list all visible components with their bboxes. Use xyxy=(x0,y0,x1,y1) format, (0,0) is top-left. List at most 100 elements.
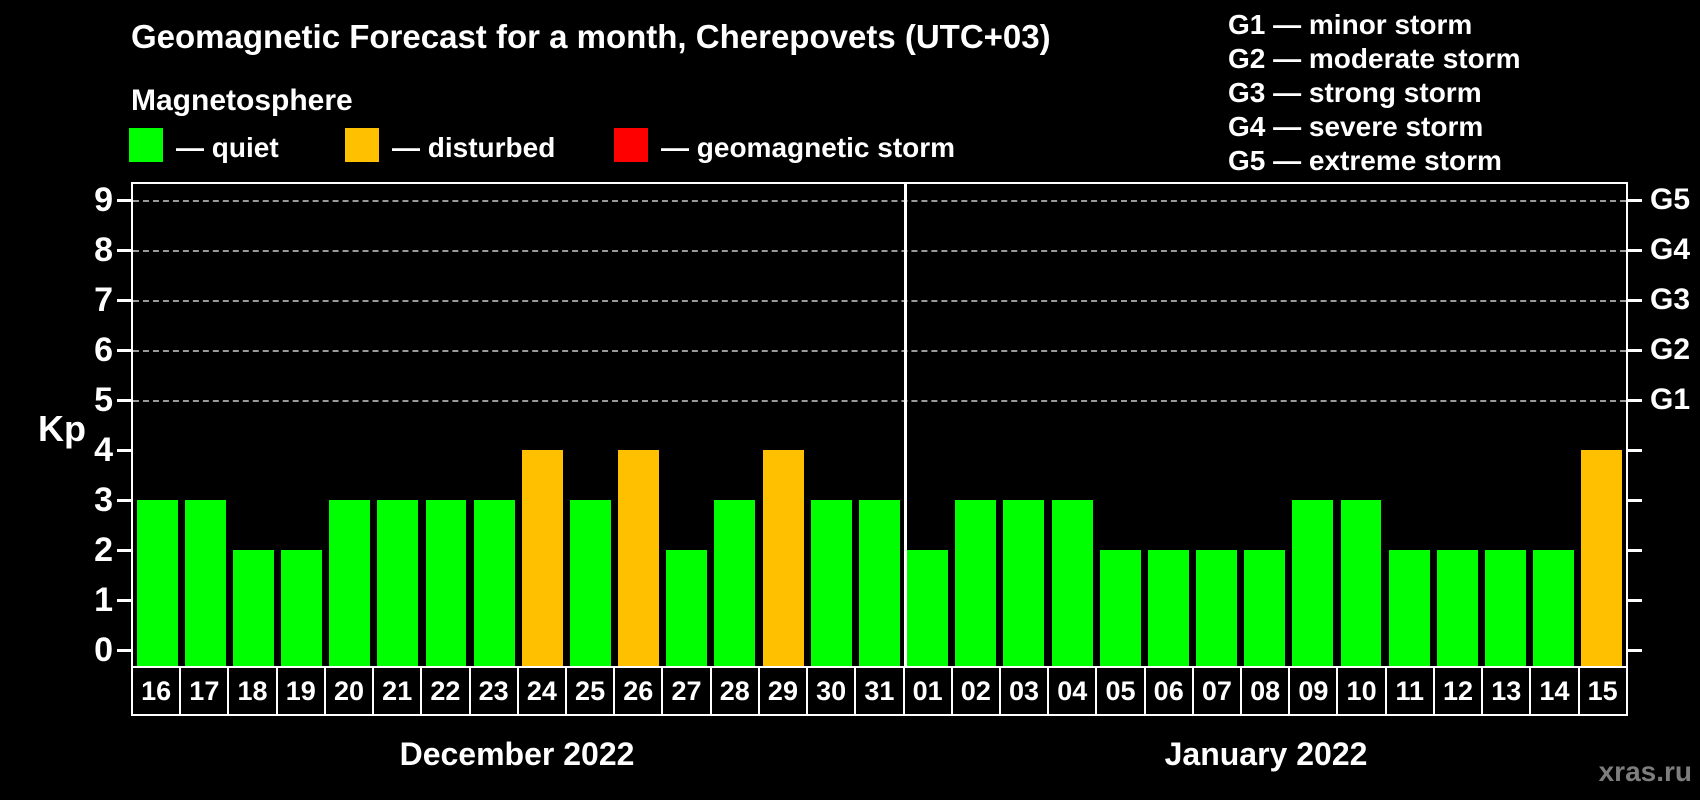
bar-dec-28-kp3 xyxy=(714,500,756,666)
y-tick-label-2: 2 xyxy=(94,531,113,569)
day-label-jan-09: 09 xyxy=(1290,668,1339,714)
g-legend-line-g4: G4 — severe storm xyxy=(1228,111,1484,142)
bar-slot-jan-13 xyxy=(1481,184,1529,666)
bar-slot-jan-08 xyxy=(1241,184,1289,666)
bar-slot-dec-19 xyxy=(277,184,325,666)
bar-slot-dec-26 xyxy=(615,184,663,666)
bar-slot-dec-21 xyxy=(374,184,422,666)
month-label-january: January 2022 xyxy=(1164,736,1368,772)
bar-slot-jan-15 xyxy=(1578,184,1626,666)
gridline-kp6 xyxy=(133,350,1626,352)
bar-slot-dec-29 xyxy=(759,184,807,666)
day-label-dec-25: 25 xyxy=(567,668,616,714)
bar-jan-12-kp2 xyxy=(1436,550,1478,666)
bar-slot-dec-31 xyxy=(855,184,903,666)
day-label-jan-02: 02 xyxy=(953,668,1001,714)
bar-dec-25-kp3 xyxy=(570,500,611,666)
day-label-jan-08: 08 xyxy=(1242,668,1291,714)
legend-swatch-quiet xyxy=(129,128,163,162)
day-label-jan-10: 10 xyxy=(1338,668,1387,714)
legend-label-disturbed: — disturbed xyxy=(392,132,556,163)
bar-slot-dec-24 xyxy=(518,184,566,666)
y-tick-label-8: 8 xyxy=(94,231,113,269)
bar-dec-20-kp3 xyxy=(329,500,371,666)
bar-dec-16-kp3 xyxy=(136,500,178,666)
bar-slot-dec-25 xyxy=(566,184,614,666)
right-tick-8 xyxy=(1628,249,1642,252)
left-tick-7 xyxy=(117,299,131,302)
right-tick-1 xyxy=(1628,599,1642,602)
bar-slot-jan-12 xyxy=(1433,184,1481,666)
right-axis-label-g5: G5 xyxy=(1650,183,1691,216)
right-tick-7 xyxy=(1628,299,1642,302)
gridline-kp8 xyxy=(133,250,1626,252)
day-label-dec-29: 29 xyxy=(760,668,809,714)
right-axis-label-g1: G1 xyxy=(1650,383,1691,416)
day-label-dec-28: 28 xyxy=(712,668,760,714)
day-label-jan-07: 07 xyxy=(1194,668,1243,714)
y-tick-label-9: 9 xyxy=(94,181,113,219)
bar-slot-jan-05 xyxy=(1096,184,1144,666)
plot-area xyxy=(131,182,1628,668)
bar-dec-27-kp2 xyxy=(666,550,708,666)
bar-jan-14-kp2 xyxy=(1533,550,1575,666)
bar-jan-13-kp2 xyxy=(1484,550,1526,666)
legend-swatch-disturbed xyxy=(345,128,379,162)
y-tick-label-3: 3 xyxy=(94,481,113,519)
bar-dec-21-kp3 xyxy=(377,500,419,666)
bar-slot-dec-18 xyxy=(229,184,277,666)
bar-slot-jan-02 xyxy=(952,184,1000,666)
bar-jan-03-kp3 xyxy=(1003,500,1045,666)
g-legend-line-g2: G2 — moderate storm xyxy=(1228,43,1521,74)
bar-dec-31-kp3 xyxy=(858,500,900,666)
bar-slot-dec-28 xyxy=(711,184,759,666)
bar-jan-15-kp4 xyxy=(1581,450,1623,666)
day-label-dec-19: 19 xyxy=(278,668,326,714)
bar-jan-08-kp2 xyxy=(1244,550,1286,666)
bar-dec-30-kp3 xyxy=(810,500,852,666)
legend-label-quiet: — quiet xyxy=(176,132,279,163)
right-axis-label-g2: G2 xyxy=(1650,333,1691,366)
month-label-december: December 2022 xyxy=(399,736,635,772)
day-label-dec-17: 17 xyxy=(181,668,230,714)
right-tick-2 xyxy=(1628,549,1642,552)
right-tick-6 xyxy=(1628,349,1642,352)
watermark: xras.ru xyxy=(1598,756,1692,787)
right-axis-label-g3: G3 xyxy=(1650,283,1691,316)
y-tick-label-0: 0 xyxy=(94,631,113,669)
day-label-dec-21: 21 xyxy=(374,668,423,714)
day-label-jan-13: 13 xyxy=(1483,668,1532,714)
g-legend-line-g3: G3 — strong storm xyxy=(1228,77,1482,108)
bar-slot-dec-27 xyxy=(663,184,711,666)
left-tick-0 xyxy=(117,649,131,652)
y-tick-label-6: 6 xyxy=(94,331,113,369)
bar-dec-24-kp4 xyxy=(521,450,563,666)
bar-jan-04-kp3 xyxy=(1051,500,1093,666)
day-label-dec-26: 26 xyxy=(615,668,664,714)
left-tick-2 xyxy=(117,549,131,552)
day-label-dec-16: 16 xyxy=(133,668,182,714)
day-label-jan-05: 05 xyxy=(1097,668,1146,714)
day-label-jan-15: 15 xyxy=(1580,668,1628,714)
g-legend-line-g1: G1 — minor storm xyxy=(1228,9,1473,40)
bar-slot-jan-04 xyxy=(1048,184,1096,666)
bar-slot-jan-03 xyxy=(1000,184,1048,666)
bar-slot-jan-11 xyxy=(1385,184,1433,666)
gridline-kp7 xyxy=(133,300,1626,302)
right-axis-label-g4: G4 xyxy=(1650,233,1691,266)
bar-jan-10-kp3 xyxy=(1340,500,1382,666)
x-axis-day-labels: 16 17 18 19 20 21 22 23 24 25 26 27 28 29 30 31 01 02 03 04… xyxy=(131,668,1628,716)
bar-slot-jan-07 xyxy=(1192,184,1240,666)
left-tick-6 xyxy=(117,349,131,352)
bar-slot-jan-09 xyxy=(1289,184,1337,666)
bar-jan-11-kp2 xyxy=(1388,550,1430,666)
bar-slot-dec-20 xyxy=(326,184,374,666)
y-tick-label-5: 5 xyxy=(94,381,113,419)
month-divider-line xyxy=(903,184,907,666)
g-scale-legend: G1 — minor storm G2 — moderate storm G3 — … xyxy=(1228,8,1521,178)
right-tick-4 xyxy=(1628,449,1642,452)
bar-dec-29-kp4 xyxy=(762,450,804,666)
right-tick-5 xyxy=(1628,399,1642,402)
day-label-dec-23: 23 xyxy=(471,668,519,714)
